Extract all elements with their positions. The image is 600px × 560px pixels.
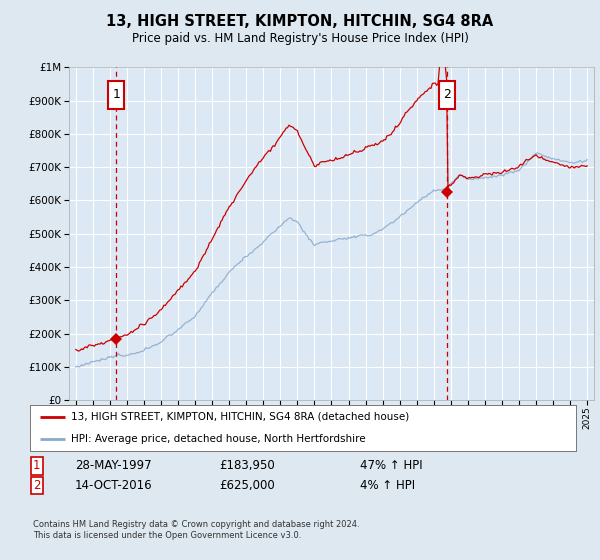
Text: 47% ↑ HPI: 47% ↑ HPI bbox=[360, 459, 422, 473]
Text: £625,000: £625,000 bbox=[219, 479, 275, 492]
Text: 1: 1 bbox=[112, 88, 120, 101]
Text: Contains HM Land Registry data © Crown copyright and database right 2024.
This d: Contains HM Land Registry data © Crown c… bbox=[33, 520, 359, 540]
Text: Price paid vs. HM Land Registry's House Price Index (HPI): Price paid vs. HM Land Registry's House … bbox=[131, 32, 469, 45]
Text: 4% ↑ HPI: 4% ↑ HPI bbox=[360, 479, 415, 492]
Text: 13, HIGH STREET, KIMPTON, HITCHIN, SG4 8RA: 13, HIGH STREET, KIMPTON, HITCHIN, SG4 8… bbox=[106, 14, 494, 29]
Text: HPI: Average price, detached house, North Hertfordshire: HPI: Average price, detached house, Nort… bbox=[71, 434, 365, 444]
Text: 28-MAY-1997: 28-MAY-1997 bbox=[75, 459, 152, 473]
Text: 13, HIGH STREET, KIMPTON, HITCHIN, SG4 8RA (detached house): 13, HIGH STREET, KIMPTON, HITCHIN, SG4 8… bbox=[71, 412, 409, 422]
Text: 2: 2 bbox=[33, 479, 41, 492]
Text: 2: 2 bbox=[443, 88, 451, 101]
Text: 14-OCT-2016: 14-OCT-2016 bbox=[75, 479, 152, 492]
FancyBboxPatch shape bbox=[439, 81, 455, 109]
Text: £183,950: £183,950 bbox=[219, 459, 275, 473]
Text: 1: 1 bbox=[33, 459, 41, 473]
FancyBboxPatch shape bbox=[109, 81, 124, 109]
